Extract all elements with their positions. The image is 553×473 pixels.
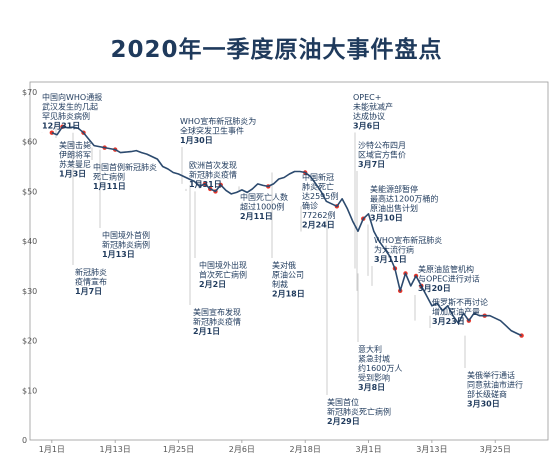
y-tick-label: $50	[22, 187, 37, 196]
event-date: 1月31日	[189, 180, 222, 189]
price-line	[51, 126, 522, 337]
event-date: 2月29日	[327, 417, 360, 426]
event-date: 3月11日	[374, 255, 407, 264]
event-date: 2月24日	[302, 221, 335, 230]
event-text: 中国死亡人数	[240, 192, 288, 202]
event-text: 区域官方售价	[358, 150, 406, 160]
y-tick-label: 0	[22, 436, 27, 445]
y-tick-label: $20	[22, 337, 37, 346]
y-tick-label: $40	[22, 237, 37, 246]
event-text: 原油出售计划	[370, 203, 418, 213]
event-labels: 中国向WHO通报武汉发生的几起罕见肺炎病例12月31日美国击毙伊朗将军苏莱曼尼1…	[42, 92, 523, 426]
event-text: 新冠肺炎死亡病例	[327, 407, 391, 417]
event-text: 新冠肺炎疫情	[193, 317, 241, 327]
event-text: 受到影响	[358, 373, 390, 383]
event-text: 增加原油产量	[432, 307, 480, 317]
event-text: 疫情宣布	[75, 277, 107, 287]
event-text: 新冠肺炎病例	[102, 240, 150, 250]
event-text: 与OPEC进行对话	[418, 274, 480, 284]
x-tick-label: 1月1日	[39, 445, 65, 454]
event-text: 美能源部暂停	[370, 184, 418, 194]
event-text: 美国击毙	[59, 140, 91, 150]
event-date: 3月6日	[353, 122, 380, 131]
event-text: 确诊	[302, 201, 318, 211]
event-date: 1月13日	[102, 250, 135, 259]
event-text: 中国境外首例	[102, 230, 150, 240]
event-date: 1月7日	[75, 287, 102, 296]
event-date: 1月3日	[59, 170, 86, 179]
event-text: 欧洲首次发现	[189, 160, 237, 170]
event-text: 未能就减产	[353, 102, 393, 112]
event-text: 首次死亡病例	[199, 270, 247, 280]
y-tick-label: $60	[22, 138, 37, 147]
event-date: 2月1日	[193, 327, 220, 336]
event-text: 超过1000例	[240, 202, 284, 212]
event-text: WHO宣布新冠肺炎为	[180, 116, 256, 126]
x-tick-label: 1月25日	[163, 445, 194, 454]
event-text: 罕见肺炎病例	[42, 111, 90, 121]
event-text: 美对俄	[272, 260, 296, 270]
event-text: OPEC+	[353, 93, 381, 102]
event-text: 原油公司	[272, 270, 304, 280]
event-date: 2月11日	[240, 212, 273, 221]
event-date: 1月30日	[180, 136, 213, 145]
x-tick-label: 2月6日	[229, 445, 255, 454]
event-text: 最高达1200万桶的	[370, 194, 438, 204]
event-text: 武汉发生的几起	[42, 102, 98, 112]
chart-title: 2020年一季度原油大事件盘点	[110, 37, 443, 63]
event-date: 12月31日	[42, 122, 80, 131]
x-tick-label: 1月13日	[100, 445, 131, 454]
event-text: 美国首位	[327, 397, 359, 407]
event-text: 中国首例新冠肺炎	[93, 162, 157, 172]
event-date: 2月18日	[272, 290, 305, 299]
event-text: 中国新冠	[302, 172, 334, 182]
event-text: 伊朗将军	[59, 150, 91, 160]
event-text: 中国向WHO通报	[42, 92, 102, 102]
event-text: 达2595例	[302, 191, 338, 201]
event-date: 3月20日	[418, 284, 451, 293]
plot-frame	[29, 81, 549, 441]
event-text: 制裁	[272, 279, 288, 289]
axes: $70 $60 $50 $40 $30 $20 $10 0 1月1日 1月13日 1月25日 2月6日…	[22, 81, 549, 454]
event-text: WHO宣布新冠肺炎	[374, 235, 442, 245]
event-text: 死亡病例	[93, 172, 125, 182]
event-text: 沙特公布四月	[358, 140, 406, 150]
event-date: 3月10日	[370, 214, 403, 223]
event-text: 俄罗斯不再讨论	[432, 297, 488, 307]
x-tick-label: 2月18日	[290, 445, 321, 454]
x-tick-label: 3月13日	[416, 445, 447, 454]
event-date: 2月2日	[199, 280, 226, 289]
event-date: 3月30日	[467, 400, 500, 409]
event-date: 3月8日	[358, 383, 385, 392]
event-text: 美俄举行通话	[467, 370, 515, 380]
event-text: 新冠肺炎	[75, 267, 107, 277]
y-tick-label: $30	[22, 287, 37, 296]
event-text: 肺炎死亡	[302, 182, 334, 192]
event-text: 约1600万人	[358, 363, 402, 373]
price-series	[51, 126, 522, 337]
event-text: 达成协议	[353, 111, 385, 121]
event-text: 全球突发卫生事件	[180, 126, 244, 136]
event-date: 1月11日	[93, 182, 126, 191]
y-tick-label: $10	[22, 386, 37, 395]
event-text: 为大流行病	[374, 245, 414, 255]
event-date: 3月23日	[432, 317, 465, 326]
event-text: 美国宣布发现	[193, 307, 241, 317]
y-tick-label: $70	[22, 88, 37, 97]
event-text: 中国境外出现	[199, 260, 247, 270]
x-tick-label: 3月25日	[480, 445, 511, 454]
event-text: 苏莱曼尼	[59, 159, 91, 169]
event-text: 美原油监管机构	[418, 264, 474, 274]
event-text: 部长级磋商	[467, 389, 507, 399]
event-text: 同意就油市进行	[467, 380, 523, 390]
event-text: 新冠肺炎疫情	[189, 170, 237, 180]
event-text: 77262例	[302, 210, 335, 220]
event-text: 意大利	[358, 344, 382, 354]
event-text: 紧急封城	[358, 354, 390, 364]
event-date: 3月7日	[358, 160, 385, 169]
x-tick-label: 3月1日	[355, 445, 381, 454]
